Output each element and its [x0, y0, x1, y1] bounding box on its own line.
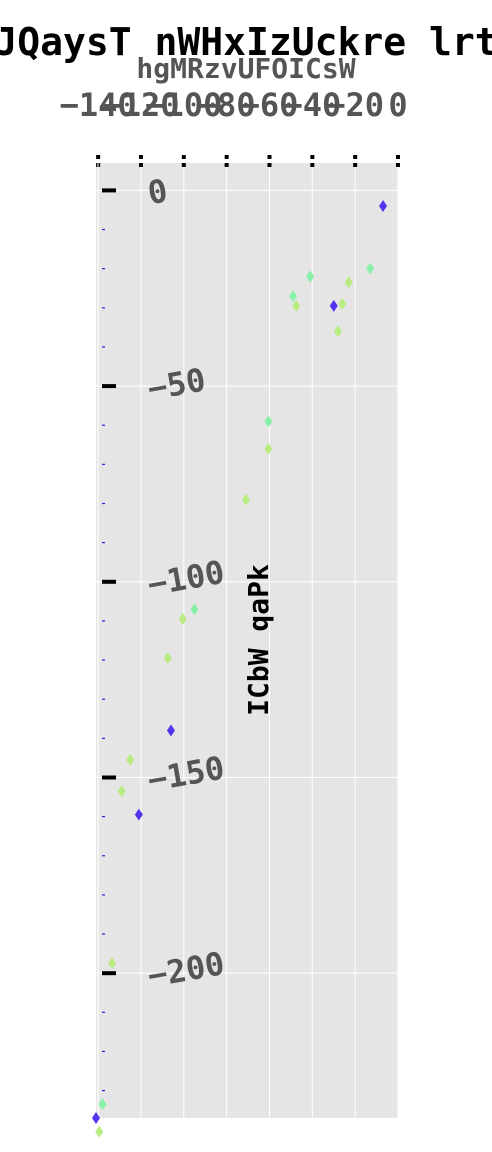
- data-point: [108, 957, 117, 970]
- data-point: [264, 442, 273, 455]
- x-tick-label: 0: [388, 86, 407, 124]
- x-axis-label: hgMRzvUFOICsW: [136, 52, 355, 85]
- data-point: [166, 724, 175, 737]
- data-point: [98, 1098, 107, 1111]
- data-point: [95, 1125, 104, 1138]
- data-point: [379, 200, 388, 213]
- plot-background: [96, 163, 398, 1118]
- x-tick-label: −120: [102, 86, 179, 124]
- data-point: [241, 493, 250, 506]
- x-tick-label: −20: [326, 86, 384, 124]
- data-point: [163, 652, 172, 665]
- grid: [96, 163, 399, 1118]
- data-point: [190, 603, 199, 616]
- data-point: [306, 270, 315, 283]
- data-point: [264, 415, 273, 428]
- x-ticks: −140−120−100−80−60−40−20 0: [60, 86, 408, 168]
- data-point: [289, 290, 298, 303]
- data-point: [344, 276, 353, 289]
- data-point: [92, 1112, 100, 1124]
- data-point: [338, 297, 347, 310]
- data-point: [126, 753, 135, 766]
- scatter-points: [92, 200, 388, 1138]
- x-tick-label: −60: [241, 86, 299, 124]
- data-point: [117, 785, 126, 798]
- x-tick-label: −40: [283, 86, 341, 124]
- y-axis-label: ICbW qaPk: [242, 564, 275, 716]
- data-point: [134, 808, 143, 821]
- x-tick-label: −100: [145, 86, 222, 124]
- data-point: [329, 299, 338, 312]
- data-point: [334, 325, 343, 338]
- data-point: [366, 262, 375, 275]
- y-ticks: 0−50−100−150−200: [97, 163, 227, 1118]
- x-tick-label: −80: [198, 86, 256, 124]
- chart-title: JQaysT nWHxIzUckre lrt: [0, 20, 492, 64]
- x-tick-label: −140: [60, 86, 137, 124]
- data-point: [292, 299, 301, 312]
- data-point: [178, 612, 187, 625]
